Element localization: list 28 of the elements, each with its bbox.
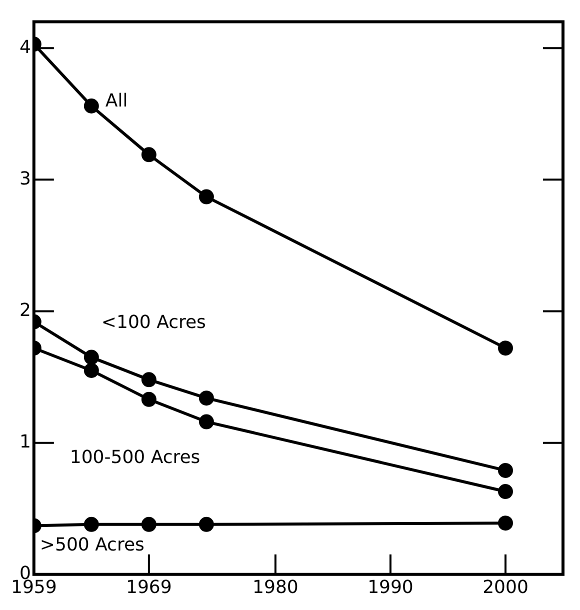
y-tick-label: 2: [19, 300, 31, 321]
series-label: <100 Acres: [101, 312, 206, 333]
x-tick-label: 1990: [368, 576, 414, 598]
point: [198, 414, 214, 430]
point: [198, 390, 214, 406]
point: [84, 362, 99, 378]
point: [198, 189, 214, 204]
series-label: >500 Acres: [40, 534, 144, 556]
point: [141, 392, 156, 407]
y-tick-label: 4: [19, 36, 31, 58]
series-label: 100-500 Acres: [70, 446, 200, 468]
point: [498, 462, 513, 478]
point: [198, 516, 214, 532]
point: [498, 340, 513, 356]
point: [141, 147, 156, 162]
x-tick-label: 1980: [252, 576, 298, 598]
point: [141, 516, 156, 532]
x-tick-label: 2000: [482, 576, 528, 598]
point: [84, 350, 99, 365]
series-label: All: [105, 90, 128, 112]
y-tick-label: 3: [19, 168, 31, 190]
x-tick-label: 1969: [126, 576, 172, 598]
point: [498, 516, 513, 531]
y-tick-label: 1: [19, 432, 31, 452]
point: [84, 98, 99, 114]
point: [141, 372, 156, 388]
point: [84, 516, 99, 532]
point: [498, 484, 513, 500]
